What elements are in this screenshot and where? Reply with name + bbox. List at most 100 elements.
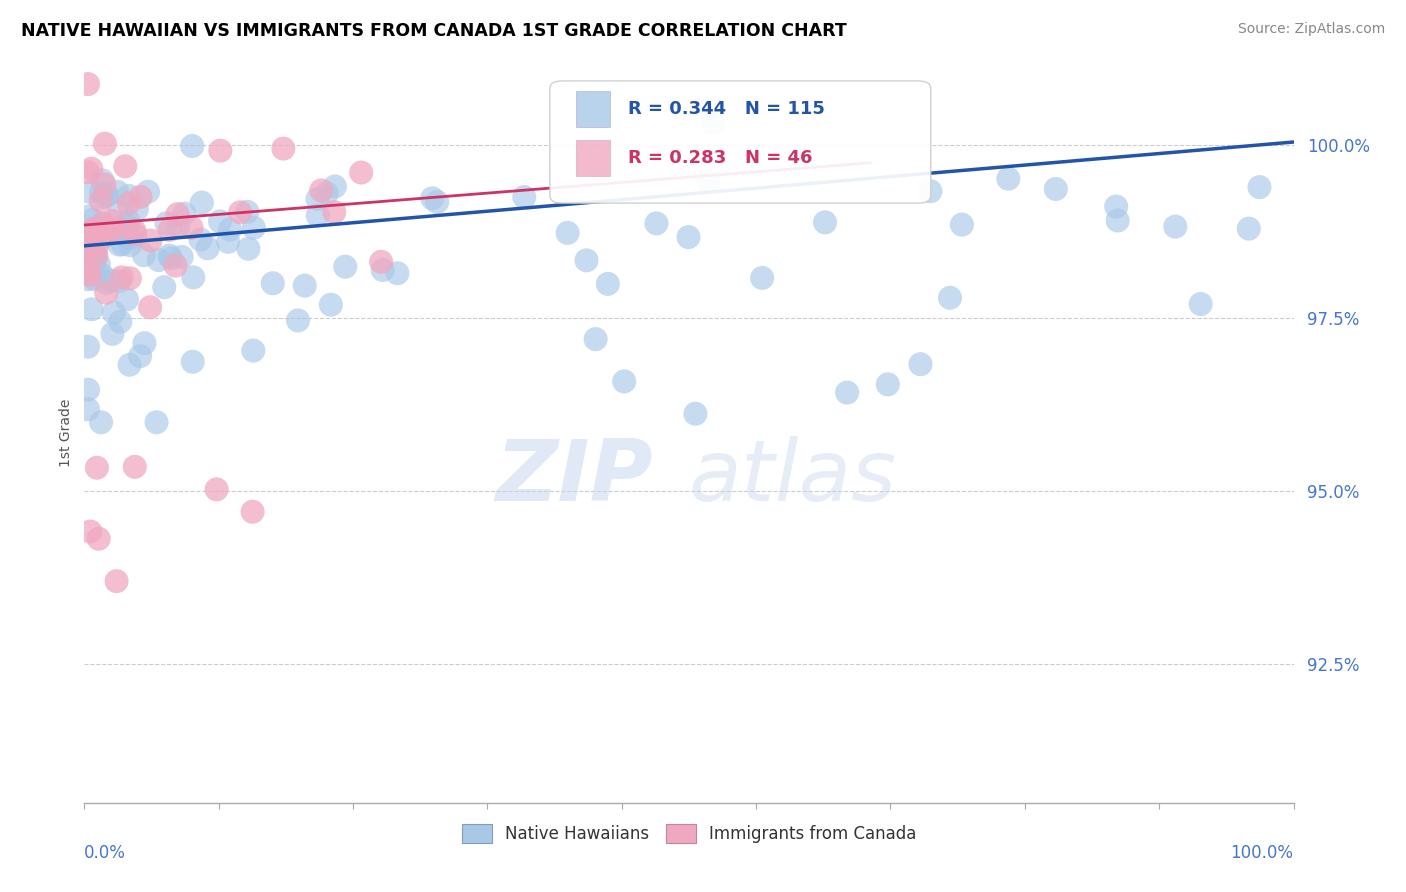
Point [82, 213, 104, 227]
Point [80, 161, 103, 176]
Point [153, 280, 176, 294]
Point [238, 242, 260, 256]
Point [1249, 180, 1271, 194]
Point [209, 144, 232, 158]
Point [77, 253, 100, 268]
Point [181, 139, 204, 153]
Point [90, 194, 112, 208]
Point [101, 223, 124, 237]
Text: Source: ZipAtlas.com: Source: ZipAtlas.com [1237, 22, 1385, 37]
Point [678, 230, 700, 244]
Point [90, 268, 112, 282]
Point [243, 220, 266, 235]
Point [118, 189, 141, 203]
Point [79, 209, 101, 223]
Point [155, 216, 177, 230]
Point [98, 222, 121, 236]
Text: R = 0.283   N = 46: R = 0.283 N = 46 [628, 149, 813, 167]
Point [83, 221, 105, 235]
Point [90, 230, 112, 244]
Point [181, 270, 204, 285]
Point [139, 234, 162, 248]
Point [159, 223, 181, 237]
FancyBboxPatch shape [550, 81, 931, 203]
Point [173, 206, 195, 220]
Point [315, 186, 337, 201]
Point [124, 459, 146, 474]
Point [997, 171, 1019, 186]
Point [1107, 213, 1129, 227]
Point [111, 270, 134, 285]
Point [120, 238, 142, 252]
Point [110, 315, 132, 329]
Point [939, 291, 962, 305]
Point [950, 218, 973, 232]
Point [335, 260, 357, 274]
Point [82, 254, 104, 268]
Point [217, 235, 239, 249]
Point [105, 574, 128, 588]
Text: NATIVE HAWAIIAN VS IMMIGRANTS FROM CANADA 1ST GRADE CORRELATION CHART: NATIVE HAWAIIAN VS IMMIGRANTS FROM CANAD… [21, 22, 846, 40]
Point [118, 358, 141, 372]
Point [108, 204, 131, 219]
Point [134, 336, 156, 351]
Point [319, 298, 342, 312]
Point [139, 300, 162, 314]
Point [80, 302, 103, 317]
Point [307, 192, 329, 206]
Point [93, 178, 115, 192]
Point [115, 293, 138, 307]
Point [82, 250, 104, 264]
Point [100, 274, 122, 288]
Point [84, 263, 107, 277]
Text: atlas: atlas [689, 435, 897, 518]
Point [370, 255, 392, 269]
Point [94, 136, 117, 151]
Point [145, 415, 167, 429]
Point [91, 173, 114, 187]
Point [117, 214, 139, 228]
Text: R = 0.344   N = 115: R = 0.344 N = 115 [628, 100, 825, 118]
Point [167, 219, 190, 234]
Point [197, 241, 219, 255]
Point [111, 237, 134, 252]
Point [77, 244, 100, 259]
Text: ZIP: ZIP [495, 435, 652, 518]
Point [262, 277, 284, 291]
Point [77, 340, 100, 354]
Point [814, 215, 837, 229]
Point [697, 174, 720, 188]
Point [170, 250, 193, 264]
Point [136, 185, 159, 199]
Text: 0.0%: 0.0% [84, 844, 127, 862]
Point [613, 375, 636, 389]
Point [96, 187, 118, 202]
Point [575, 253, 598, 268]
Point [79, 268, 101, 282]
Point [1237, 221, 1260, 235]
Point [118, 271, 141, 285]
Point [387, 266, 409, 280]
Point [1189, 297, 1212, 311]
Point [157, 249, 180, 263]
Point [307, 208, 329, 222]
Point [180, 220, 202, 235]
Point [86, 239, 108, 253]
Point [96, 228, 118, 243]
Point [101, 326, 124, 341]
Point [77, 402, 100, 417]
Point [835, 385, 858, 400]
Point [108, 274, 131, 288]
Point [129, 349, 152, 363]
Point [132, 248, 155, 262]
Point [129, 190, 152, 204]
Point [371, 263, 394, 277]
Point [84, 250, 107, 264]
Point [83, 252, 105, 267]
Point [420, 191, 443, 205]
Point [117, 219, 139, 234]
Point [1164, 219, 1187, 234]
Point [323, 179, 346, 194]
Point [205, 483, 228, 497]
Y-axis label: 1st Grade: 1st Grade [59, 399, 73, 467]
